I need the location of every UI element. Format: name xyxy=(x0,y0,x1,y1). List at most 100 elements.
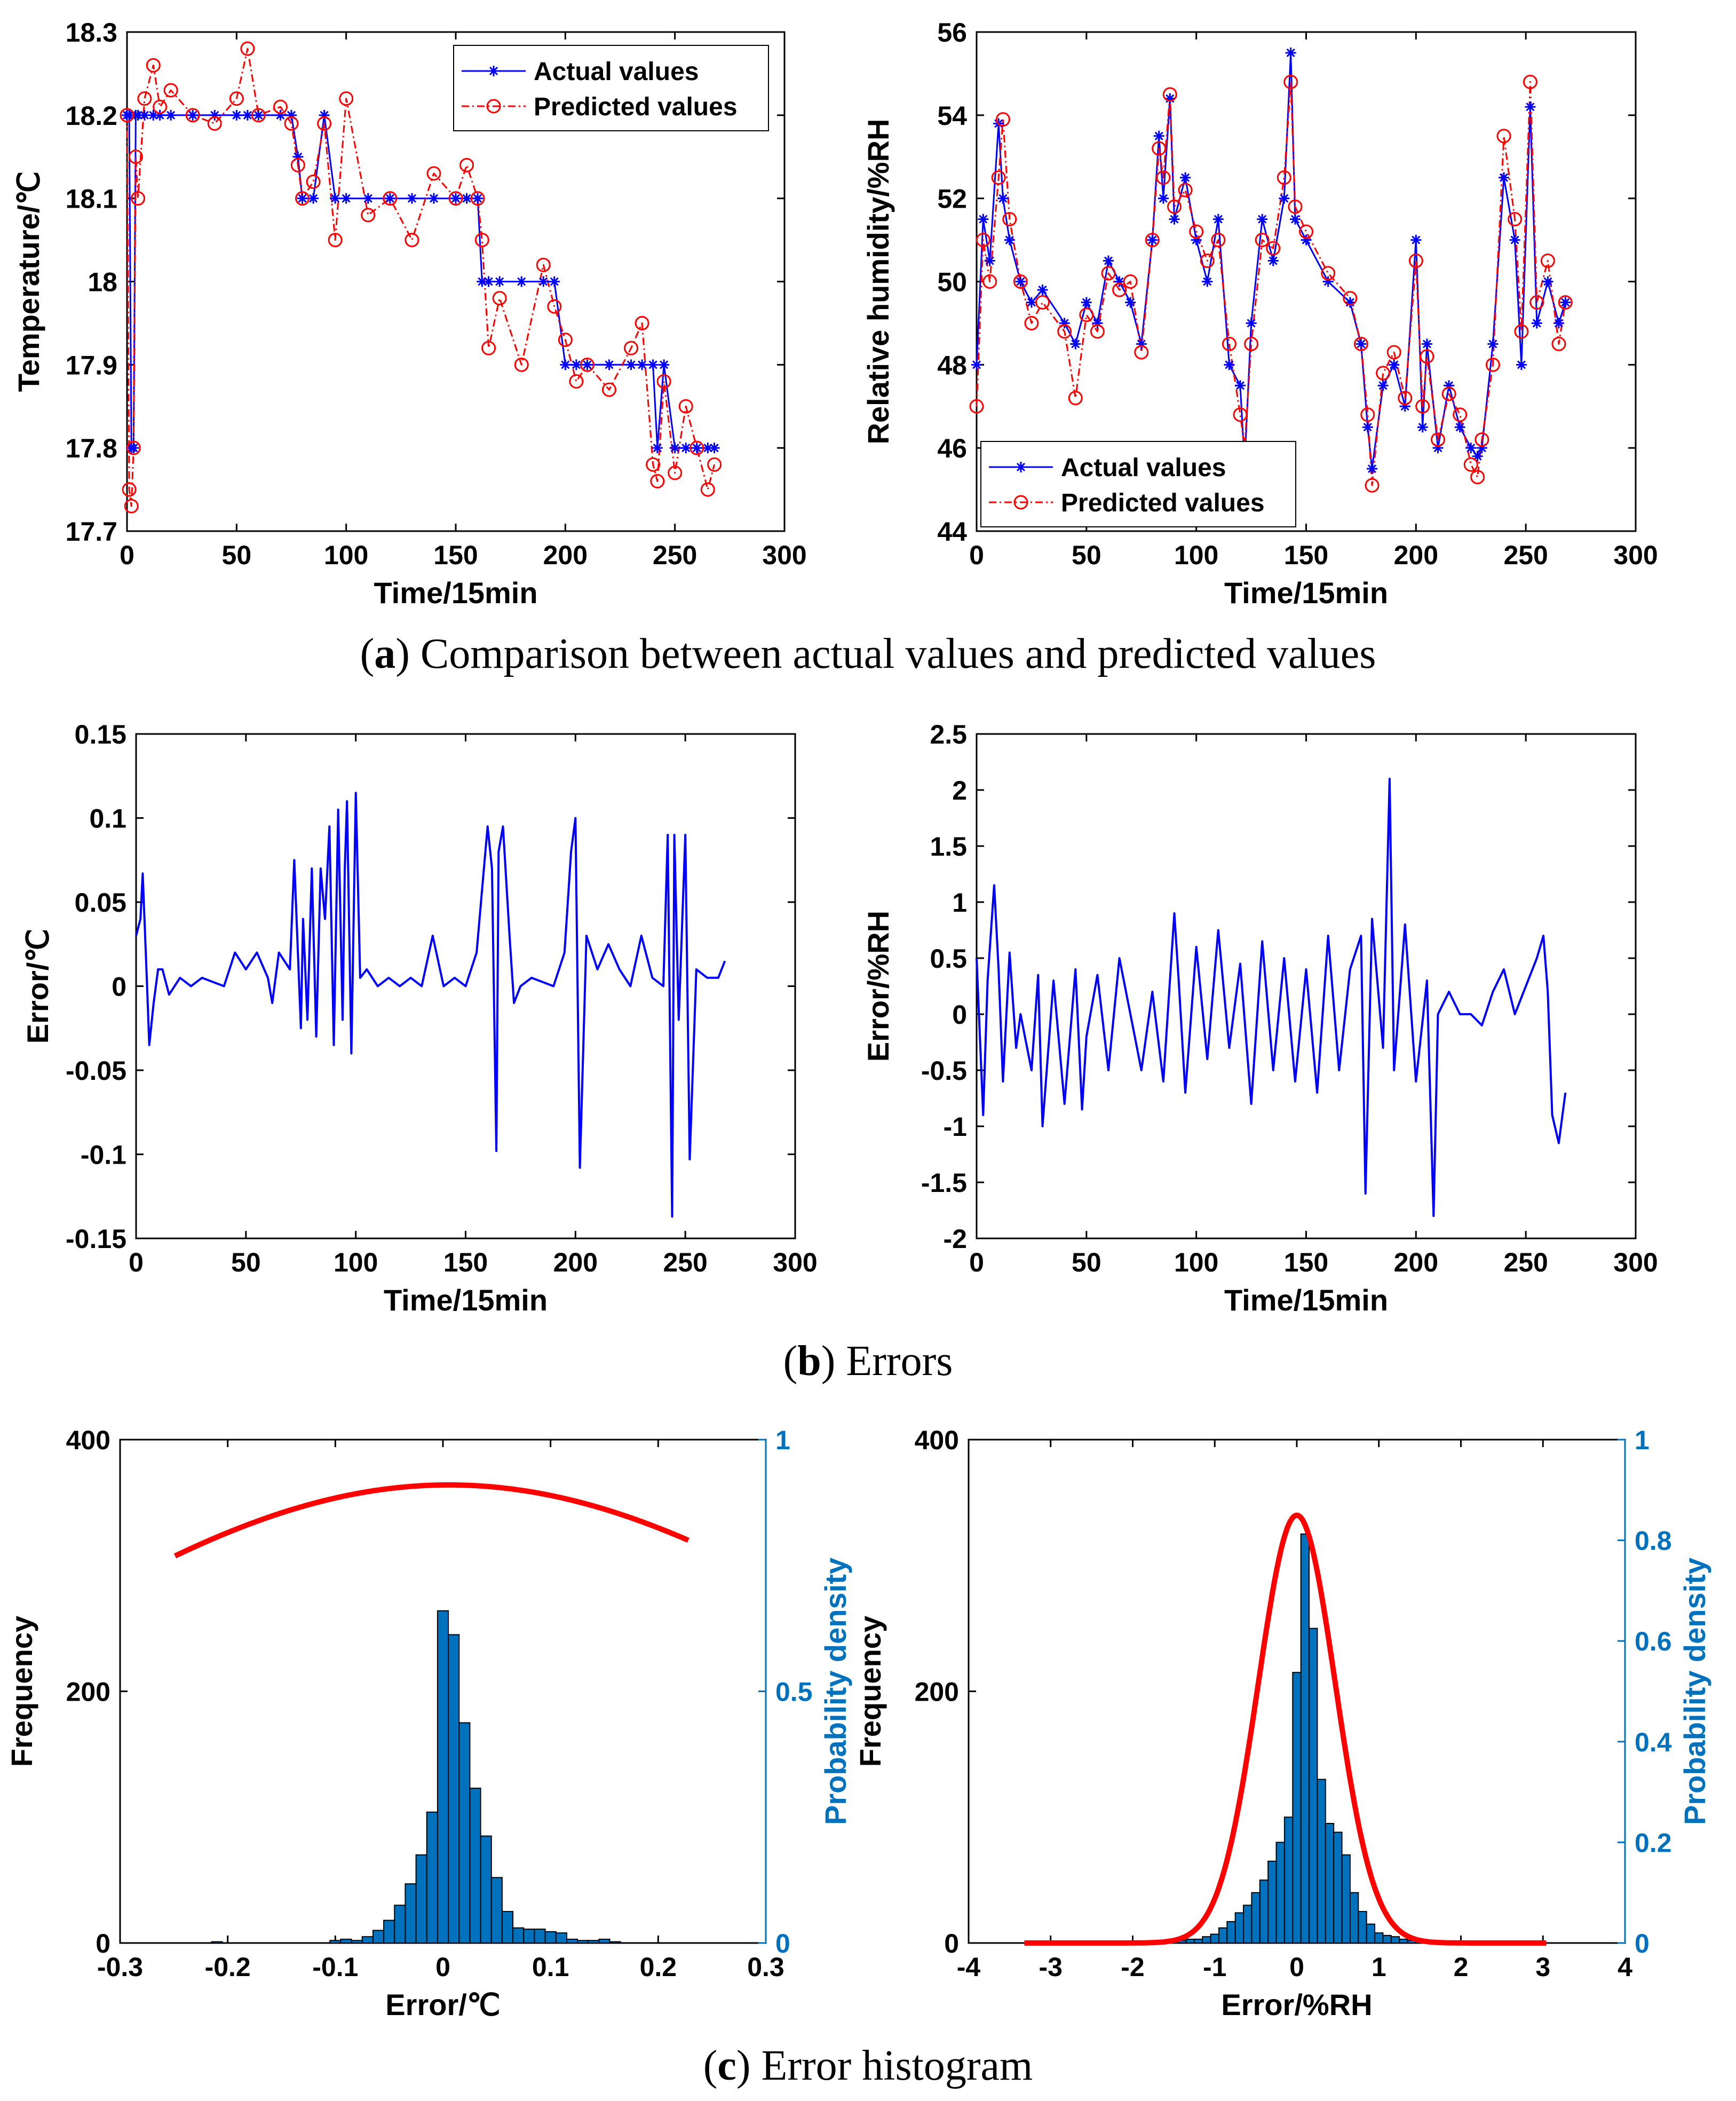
actual-point xyxy=(384,193,395,204)
predicted-point xyxy=(1200,254,1215,268)
asterisk-stroke xyxy=(979,215,988,224)
actual-point xyxy=(242,109,253,121)
actual-point xyxy=(1153,130,1164,141)
actual-point xyxy=(1015,276,1026,287)
asterisk-stroke xyxy=(1214,215,1223,224)
y-tick-label: 400 xyxy=(915,1425,959,1455)
error-series-line xyxy=(976,778,1567,1217)
y2-tick-label: 0.6 xyxy=(1635,1626,1672,1656)
predicted-point xyxy=(383,191,398,206)
chart-rh_error: 0 50 100 150 200 250 300 -2 -1.5 -1 -0.5 0 0.5 1 1.5 2 2… xyxy=(861,720,1658,1317)
histogram-bar xyxy=(1218,1927,1228,1944)
y-tick-label: -0.15 xyxy=(66,1224,126,1254)
predicted-point xyxy=(122,482,137,497)
x-tick-label: 100 xyxy=(334,1247,378,1277)
y-tick-label: -1.5 xyxy=(921,1168,967,1198)
legend-box xyxy=(453,45,769,131)
histogram-bar xyxy=(1243,1905,1253,1944)
histogram-bar xyxy=(1259,1879,1269,1944)
actual-point xyxy=(538,276,549,287)
x-tick-label: 300 xyxy=(773,1247,817,1277)
histogram-bar xyxy=(394,1905,406,1944)
predicted-point xyxy=(1299,224,1313,239)
actual-point xyxy=(450,193,461,204)
asterisk-stroke xyxy=(1016,277,1025,286)
predicted-point xyxy=(1145,233,1160,248)
legend-entry: Actual values xyxy=(534,58,699,86)
asterisk-stroke xyxy=(1363,423,1372,432)
y-axis-label: Temperature/℃ xyxy=(12,171,45,392)
asterisk-stroke xyxy=(1159,194,1168,203)
actual-point xyxy=(1417,422,1428,433)
predicted-point xyxy=(1288,199,1303,214)
x-tick-label: -0.2 xyxy=(205,1952,251,1982)
histogram-bar xyxy=(577,1940,589,1944)
actual-point xyxy=(1235,380,1246,391)
asterisk-stroke xyxy=(1561,298,1570,307)
asterisk-stroke xyxy=(998,194,1008,203)
histogram-bar xyxy=(405,1883,417,1944)
actual-point xyxy=(1377,380,1389,391)
histogram-bar xyxy=(490,1877,503,1944)
legend-entry: Actual values xyxy=(1061,454,1226,482)
histogram-bar xyxy=(609,1941,621,1944)
actual-point xyxy=(1158,193,1169,204)
chart-temp_error: 0 50 100 150 200 250 300 -0.15 -0.1 -0.05 0 0.05 0.1… xyxy=(21,720,818,1317)
predicted-point xyxy=(284,116,299,131)
asterisk-stroke xyxy=(451,194,461,203)
predicted-point xyxy=(426,166,441,181)
histogram-bar xyxy=(1382,1934,1392,1944)
predicted-point xyxy=(1420,349,1434,364)
predicted-point xyxy=(1101,266,1116,281)
y-tick-label: 48 xyxy=(937,350,967,380)
predicted-point xyxy=(448,191,463,206)
density-curve xyxy=(1024,1512,1547,1946)
actual-point xyxy=(1560,297,1571,308)
predicted-point xyxy=(580,357,594,372)
x-axis-label: Time/15min xyxy=(374,576,537,610)
actual-point xyxy=(1531,318,1542,329)
x-tick-label: -0.1 xyxy=(312,1952,358,1982)
predicted-point xyxy=(163,83,178,98)
actual-point xyxy=(1421,338,1432,350)
histogram-bar xyxy=(480,1835,492,1944)
predicted-point xyxy=(290,157,305,172)
actual-point xyxy=(1499,172,1509,183)
predicted-point xyxy=(558,333,573,347)
actual-point xyxy=(1279,193,1290,204)
x-tick-label: 200 xyxy=(553,1247,598,1277)
predicted-point xyxy=(126,440,141,455)
predicted-point xyxy=(1211,233,1226,248)
actual-point xyxy=(1180,172,1191,183)
predicted-point xyxy=(1167,199,1182,214)
predicted-point xyxy=(1024,315,1039,330)
predicted-point xyxy=(251,108,266,123)
actual-point xyxy=(1465,443,1477,454)
predicted-point xyxy=(1514,324,1529,339)
predicted-point xyxy=(470,191,485,206)
histogram-bar xyxy=(1185,1938,1195,1944)
predicted-point xyxy=(1485,357,1500,372)
predicted-point xyxy=(1277,170,1291,185)
actual-point xyxy=(165,109,177,121)
caption-c-letter: c xyxy=(717,2042,736,2089)
x-tick-label: 250 xyxy=(1503,540,1548,570)
y-tick-label: 0.15 xyxy=(75,720,126,749)
asterisk-stroke xyxy=(660,360,669,369)
actual-point xyxy=(1267,255,1279,266)
actual-point xyxy=(1542,276,1553,287)
asterisk-stroke xyxy=(254,110,263,120)
actual-point xyxy=(1285,47,1296,58)
predicted-point xyxy=(1090,324,1105,339)
asterisk-stroke xyxy=(1390,360,1399,369)
predicted-point xyxy=(1057,324,1072,339)
actual-point xyxy=(128,443,139,454)
histogram-bar xyxy=(1317,1779,1326,1944)
asterisk-stroke xyxy=(1412,235,1421,244)
actual-point xyxy=(680,443,692,454)
predicted-point xyxy=(969,399,984,414)
asterisk-stroke xyxy=(363,194,372,203)
predicted-point xyxy=(700,482,715,497)
x-tick-label: 100 xyxy=(1174,540,1218,570)
histogram-bar xyxy=(588,1940,600,1944)
